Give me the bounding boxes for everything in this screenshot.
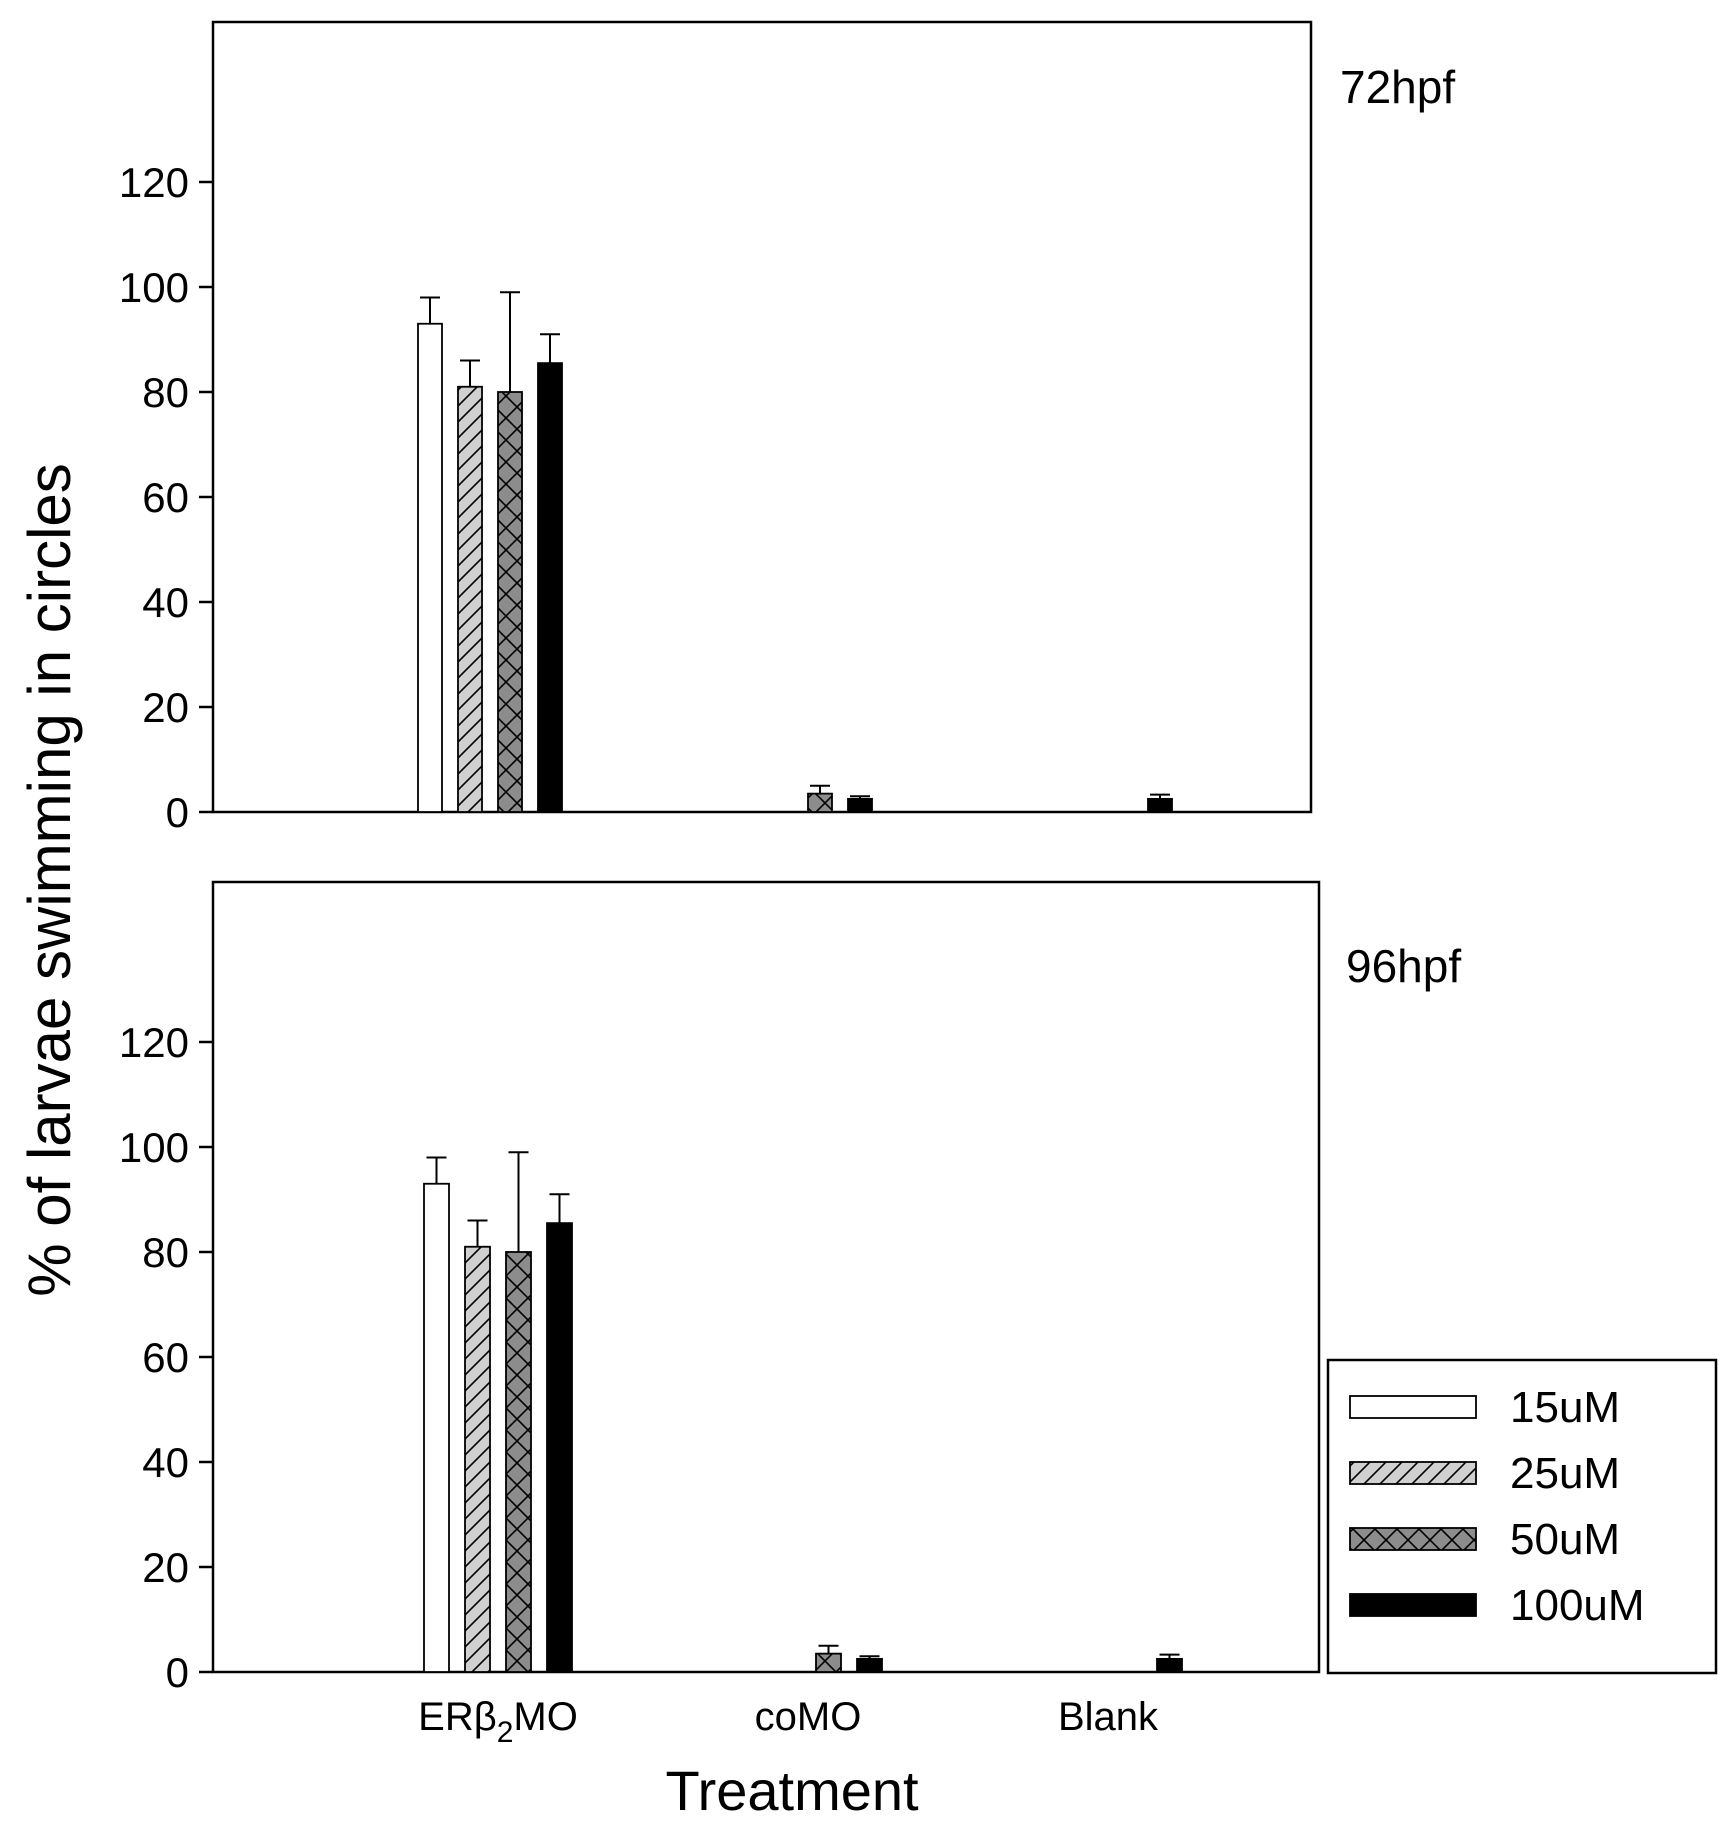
bar	[856, 1657, 883, 1673]
legend-swatch	[1349, 1461, 1477, 1485]
panel-96hpf: 96hpf 0 20 40 60 80 100 120 ERβ2MO coMO Blank	[119, 880, 1461, 1749]
bar	[537, 362, 563, 813]
legend-items: 15uM 25uM 50uM 100uM	[1349, 1383, 1645, 1630]
x-tick-label: coMO	[755, 1695, 862, 1739]
y-tick-label: 120	[119, 159, 189, 206]
y-tick-label: 60	[142, 474, 189, 521]
bar	[546, 1222, 573, 1673]
x-axis-title: Treatment	[665, 1759, 919, 1822]
y-tick-label: 0	[166, 1649, 189, 1696]
bar	[1156, 1657, 1183, 1673]
bar	[807, 792, 833, 813]
x-axis-category-labels: ERβ2MO coMO Blank	[418, 1695, 1159, 1749]
legend-label: 100uM	[1510, 1581, 1645, 1630]
legend-swatch	[1349, 1395, 1477, 1419]
bar	[505, 1251, 532, 1673]
bar	[464, 1245, 491, 1673]
legend-swatch	[1349, 1593, 1477, 1617]
y-tick-label: 120	[119, 1019, 189, 1066]
bar	[815, 1652, 842, 1673]
bar	[847, 797, 873, 813]
bar	[423, 1182, 450, 1673]
y-tick-label: 100	[119, 1124, 189, 1171]
y-tick-label: 40	[142, 1439, 189, 1486]
bars-96hpf	[423, 1151, 1183, 1673]
x-tick-label: ERβ2MO	[418, 1695, 578, 1749]
y-axis-ticks-96hpf: 0 20 40 60 80 100 120	[119, 1019, 213, 1696]
y-axis-ticks-72hpf: 0 20 40 60 80 100 120	[119, 159, 213, 836]
plot-frame-96hpf	[211, 880, 1321, 1674]
panel-72hpf: 72hpf 0 20 40 60 80 100 120	[119, 20, 1455, 836]
y-tick-label: 0	[166, 789, 189, 836]
legend: 15uM 25uM 50uM 100uM	[1326, 1358, 1718, 1675]
bar	[1147, 797, 1173, 813]
y-axis-title: % of larvae swimming in circles	[16, 463, 83, 1297]
legend-label: 25uM	[1510, 1449, 1620, 1498]
y-tick-label: 60	[142, 1334, 189, 1381]
panel-title-96hpf: 96hpf	[1346, 940, 1461, 992]
panel-title-72hpf: 72hpf	[1340, 61, 1455, 113]
bar	[457, 385, 483, 813]
legend-label: 50uM	[1510, 1515, 1620, 1564]
y-tick-label: 20	[142, 684, 189, 731]
y-tick-label: 80	[142, 1229, 189, 1276]
bar	[497, 391, 523, 813]
y-tick-label: 80	[142, 369, 189, 416]
y-tick-label: 100	[119, 264, 189, 311]
y-tick-label: 20	[142, 1544, 189, 1591]
bars-72hpf	[417, 291, 1173, 813]
y-tick-label: 40	[142, 579, 189, 626]
legend-label: 15uM	[1510, 1383, 1620, 1432]
legend-swatch	[1349, 1527, 1477, 1551]
plot-frame-72hpf	[211, 20, 1313, 814]
x-tick-label: Blank	[1058, 1695, 1159, 1739]
bar	[417, 322, 443, 813]
